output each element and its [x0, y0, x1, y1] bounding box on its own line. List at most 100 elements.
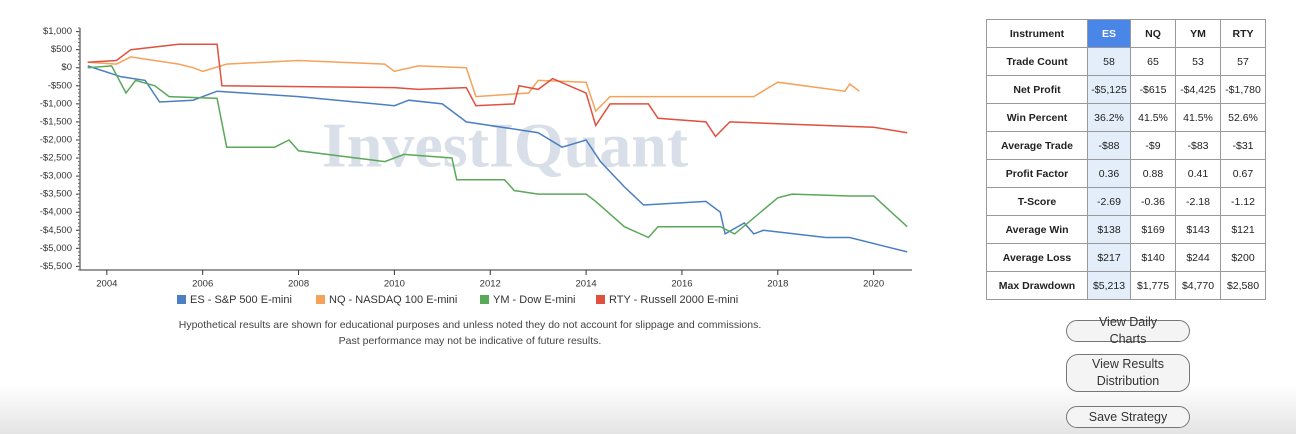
x-tick-label: 2016 — [671, 279, 692, 290]
table-cell: 0.36 — [1087, 159, 1131, 188]
table-cell: $138 — [1087, 215, 1131, 244]
table-cell: RTY — [1220, 19, 1266, 48]
table-cell: Average Loss — [986, 243, 1088, 272]
table-cell: $169 — [1130, 215, 1176, 244]
table-cell: -2.69 — [1087, 187, 1131, 216]
table-cell: -1.12 — [1220, 187, 1266, 216]
table-cell: T-Score — [986, 187, 1088, 216]
table-row: Max Drawdown $5,213 $1,775 $4,770 $2,580 — [986, 271, 1266, 300]
table-cell: NQ — [1130, 19, 1176, 48]
button[interactable]: View Results Distribution — [1066, 354, 1190, 392]
button[interactable]: Save Strategy — [1066, 406, 1190, 428]
table-row: Average Trade -$88 -$9 -$83 -$31 — [986, 131, 1266, 160]
table-cell: $244 — [1175, 243, 1221, 272]
legend-swatch — [177, 295, 186, 304]
x-tick-label: 2012 — [480, 279, 501, 290]
series-line — [87, 65, 908, 239]
stats-table: Instrument ES NQ YM RTY Trade Count 58 65 53 57 Ne… — [986, 19, 1266, 300]
table-cell: $217 — [1087, 243, 1131, 272]
table-cell: Max Drawdown — [986, 271, 1088, 300]
table-cell: Net Profit — [986, 75, 1088, 104]
disclaimer: Past performance may not be indicative o… — [339, 335, 602, 347]
x-tick-label: 2006 — [192, 279, 213, 290]
y-tick-label: -$5,000 — [40, 243, 72, 254]
table-cell: -0.36 — [1130, 187, 1176, 216]
table-cell: $143 — [1175, 215, 1221, 244]
table-cell: -$4,425 — [1175, 75, 1221, 104]
table-cell: $5,213 — [1087, 271, 1131, 300]
table-cell: Win Percent — [986, 103, 1088, 132]
x-tick-label: 2010 — [384, 279, 405, 290]
table-row: Average Loss $217 $140 $244 $200 — [986, 243, 1266, 272]
table-cell: YM — [1175, 19, 1221, 48]
y-tick-label: -$4,000 — [40, 207, 72, 218]
table-row: Win Percent 36.2% 41.5% 41.5% 52.6% — [986, 103, 1266, 132]
legend-label: RTY - Russell 2000 E-mini — [609, 294, 738, 306]
y-tick-label: -$2,000 — [40, 134, 72, 145]
y-tick-label: -$5,500 — [40, 261, 72, 272]
table-cell: -$1,780 — [1220, 75, 1266, 104]
table-cell: 53 — [1175, 47, 1221, 76]
y-tick-label: -$1,500 — [40, 116, 72, 127]
table-cell: -$615 — [1130, 75, 1176, 104]
table-cell: 0.88 — [1130, 159, 1176, 188]
y-tick-label: -$1,000 — [40, 98, 72, 109]
series-line — [87, 43, 908, 138]
table-cell: 58 — [1087, 47, 1131, 76]
table-cell: $121 — [1220, 215, 1266, 244]
series-line — [87, 56, 860, 113]
y-tick-label: -$500 — [48, 80, 72, 91]
y-tick-label: -$4,500 — [40, 225, 72, 236]
table-cell: -2.18 — [1175, 187, 1221, 216]
legend-swatch — [316, 295, 325, 304]
table-cell: Average Win — [986, 215, 1088, 244]
watermark: InvestIQuant — [322, 110, 689, 181]
y-tick-label: $0 — [61, 62, 72, 73]
legend-swatch — [480, 295, 489, 304]
table-cell: 41.5% — [1175, 103, 1221, 132]
table-row: T-Score -2.69 -0.36 -2.18 -1.12 — [986, 187, 1266, 216]
table-row: Net Profit -$5,125 -$615 -$4,425 -$1,780 — [986, 75, 1266, 104]
legend-label: NQ - NASDAQ 100 E-mini — [329, 294, 457, 306]
table-cell: -$83 — [1175, 131, 1221, 160]
table-cell: 65 — [1130, 47, 1176, 76]
chart: InvestIQuant $1,000 $500 $0 -$500 -$1,000 -$1,… — [40, 26, 912, 347]
table-row: Instrument ES NQ YM RTY — [986, 19, 1266, 48]
table-cell: ES — [1087, 19, 1131, 48]
table-cell: -$5,125 — [1087, 75, 1131, 104]
legend-label: YM - Dow E-mini — [493, 294, 576, 306]
table-cell: Trade Count — [986, 47, 1088, 76]
table-row: Average Win $138 $169 $143 $121 — [986, 215, 1266, 244]
table-cell: 36.2% — [1087, 103, 1131, 132]
table-cell: $1,775 — [1130, 271, 1176, 300]
table-row: Profit Factor 0.36 0.88 0.41 0.67 — [986, 159, 1266, 188]
table-cell: 0.41 — [1175, 159, 1221, 188]
x-tick-label: 2004 — [96, 279, 117, 290]
table-cell: 52.6% — [1220, 103, 1266, 132]
x-tick-label: 2014 — [576, 279, 597, 290]
y-tick-label: $500 — [51, 44, 72, 55]
table-cell: -$31 — [1220, 131, 1266, 160]
legend-swatch — [596, 295, 605, 304]
table-cell: $140 — [1130, 243, 1176, 272]
y-tick-label: $1,000 — [43, 26, 72, 37]
table-cell: Instrument — [986, 19, 1088, 48]
y-tick-label: -$2,500 — [40, 153, 72, 164]
x-tick-label: 2020 — [863, 279, 884, 290]
y-tick-label: -$3,500 — [40, 189, 72, 200]
disclaimer: Hypothetical results are shown for educa… — [179, 319, 762, 331]
y-tick-label: -$3,000 — [40, 171, 72, 182]
table-cell: $200 — [1220, 243, 1266, 272]
button[interactable]: View Daily Charts — [1066, 315, 1190, 346]
table-cell: $4,770 — [1175, 271, 1221, 300]
table-cell: -$88 — [1087, 131, 1131, 160]
table-cell: 0.67 — [1220, 159, 1266, 188]
table-cell: -$9 — [1130, 131, 1176, 160]
table-cell: 41.5% — [1130, 103, 1176, 132]
x-tick-label: 2018 — [767, 279, 788, 290]
table-cell: Profit Factor — [986, 159, 1088, 188]
table-cell: 57 — [1220, 47, 1266, 76]
table-cell: Average Trade — [986, 131, 1088, 160]
table-row: Trade Count 58 65 53 57 — [986, 47, 1266, 76]
